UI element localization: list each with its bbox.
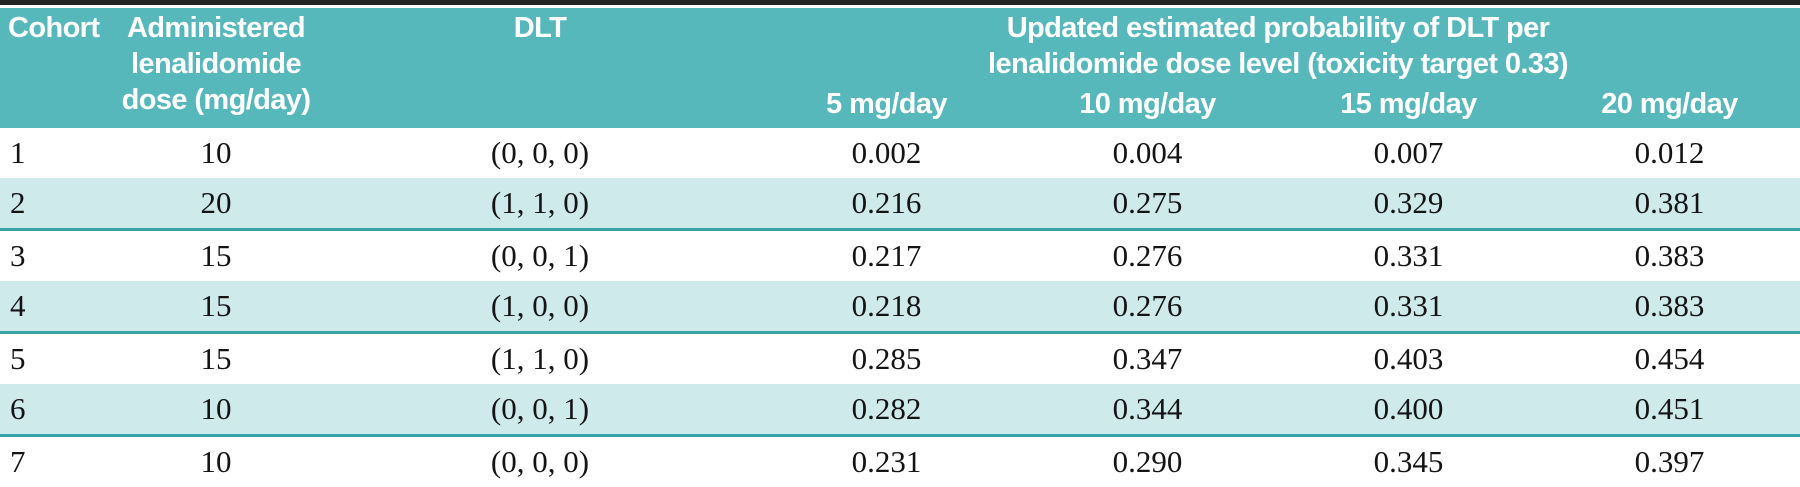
table-row: 1 10 (0, 0, 0) 0.002 0.004 0.007 0.012	[0, 128, 1800, 178]
dose-header-line2: lenalidomide	[130, 48, 302, 80]
cohort-cell: 7	[10, 444, 26, 479]
dose-cell: 10	[200, 135, 232, 170]
dlt-header-label: DLT	[513, 12, 567, 44]
prob-5mg-cell: 0.218	[756, 281, 1017, 334]
dlt-cell: (0, 0, 0)	[490, 444, 590, 479]
dose-cell: 10	[200, 444, 232, 479]
prob-20mg-cell: 0.383	[1634, 238, 1705, 273]
column-header-5mg: 5 mg/day	[756, 84, 1017, 128]
prob-5mg-cell: 0.285	[851, 341, 922, 376]
dlt-cell: (0, 0, 1)	[324, 384, 756, 437]
table-header: Cohort Administered lenalidomide dose (m…	[0, 8, 1800, 128]
cohort-cell: 3	[10, 238, 26, 273]
table-row: 7 10 (0, 0, 0) 0.231 0.290 0.345 0.397	[0, 436, 1800, 487]
dose-cell: 15	[200, 341, 232, 376]
cohort-cell: 4	[0, 281, 108, 334]
prob-5mg-cell: 0.216	[756, 178, 1017, 231]
prob-20mg-cell: 0.381	[1539, 178, 1800, 231]
dlt-cell: (0, 0, 1)	[490, 238, 590, 273]
top-rule	[0, 0, 1800, 5]
dose-cell: 20	[108, 178, 324, 231]
probability-group-line2: lenalidomide dose level (toxicity target…	[988, 48, 1569, 80]
column-header-dlt: DLT	[324, 8, 756, 128]
prob-15mg-cell: 0.403	[1373, 341, 1444, 376]
table-row: 4 15 (1, 0, 0) 0.218 0.276 0.331 0.383	[0, 281, 1800, 334]
dlt-cell: (1, 1, 0)	[490, 341, 590, 376]
dlt-probability-table: Cohort Administered lenalidomide dose (m…	[0, 8, 1800, 487]
prob-15mg-cell: 0.329	[1278, 178, 1539, 231]
prob-15mg-cell: 0.331	[1373, 238, 1444, 273]
prob-20mg-cell: 0.383	[1539, 281, 1800, 334]
prob-20mg-cell: 0.454	[1634, 341, 1705, 376]
table-row: 2 20 (1, 1, 0) 0.216 0.275 0.329 0.381	[0, 178, 1800, 231]
prob-15mg-cell: 0.331	[1278, 281, 1539, 334]
prob-5mg-cell: 0.217	[851, 238, 922, 273]
dose-header-line3: dose (mg/day)	[121, 84, 311, 116]
prob-5mg-cell: 0.231	[851, 444, 922, 479]
table-row: 5 15 (1, 1, 0) 0.285 0.347 0.403 0.454	[0, 333, 1800, 385]
table-row: 3 15 (0, 0, 1) 0.217 0.276 0.331 0.383	[0, 230, 1800, 282]
dose-cell: 15	[200, 238, 232, 273]
dose-cell: 15	[108, 281, 324, 334]
column-header-dose: Administered lenalidomide dose (mg/day)	[108, 8, 324, 128]
cohort-cell: 6	[0, 384, 108, 437]
prob-10mg-cell: 0.290	[1112, 444, 1183, 479]
prob-20mg-cell: 0.451	[1539, 384, 1800, 437]
dlt-cell: (1, 0, 0)	[324, 281, 756, 334]
table-row: 6 10 (0, 0, 1) 0.282 0.344 0.400 0.451	[0, 384, 1800, 437]
prob-5mg-cell: 0.002	[851, 135, 922, 170]
prob-10mg-cell: 0.276	[1112, 238, 1183, 273]
column-header-10mg: 10 mg/day	[1017, 84, 1278, 128]
cohort-cell: 5	[10, 341, 26, 376]
prob-20mg-cell: 0.397	[1634, 444, 1705, 479]
dose-header-line1: Administered	[126, 12, 306, 44]
table-body: 1 10 (0, 0, 0) 0.002 0.004 0.007 0.012 2…	[0, 128, 1800, 487]
cohort-cell: 1	[10, 135, 26, 170]
cohort-header-label: Cohort	[8, 12, 100, 44]
prob-10mg-cell: 0.275	[1017, 178, 1278, 231]
prob-15mg-cell: 0.400	[1278, 384, 1539, 437]
dlt-cell: (1, 1, 0)	[324, 178, 756, 231]
dlt-cell: (0, 0, 0)	[490, 135, 590, 170]
probability-group-line1: Updated estimated probability of DLT per	[1006, 12, 1550, 44]
column-header-15mg: 15 mg/day	[1278, 84, 1539, 128]
prob-15mg-cell: 0.345	[1373, 444, 1444, 479]
prob-10mg-cell: 0.276	[1017, 281, 1278, 334]
prob-20mg-cell: 0.012	[1634, 135, 1705, 170]
prob-10mg-cell: 0.347	[1112, 341, 1183, 376]
cohort-cell: 2	[0, 178, 108, 231]
dose-cell: 10	[108, 384, 324, 437]
column-header-cohort: Cohort	[0, 8, 108, 128]
prob-15mg-cell: 0.007	[1373, 135, 1444, 170]
column-header-probability-group: Updated estimated probability of DLT per…	[756, 8, 1800, 84]
prob-10mg-cell: 0.004	[1112, 135, 1183, 170]
prob-10mg-cell: 0.344	[1017, 384, 1278, 437]
column-header-20mg: 20 mg/day	[1539, 84, 1800, 128]
prob-5mg-cell: 0.282	[756, 384, 1017, 437]
